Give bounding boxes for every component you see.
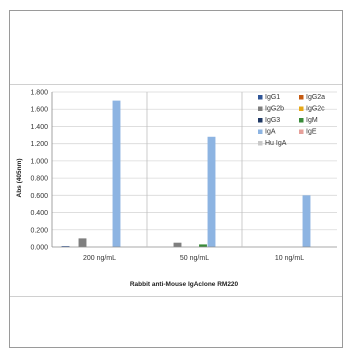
legend-swatch <box>258 141 263 146</box>
legend-label: IgG2b <box>265 106 284 113</box>
legend-label: IgA <box>265 129 276 136</box>
y-tick-label: 1.000 <box>30 158 48 165</box>
chart-frame <box>9 10 343 348</box>
y-tick-label: 1.200 <box>30 141 48 148</box>
legend-swatch <box>299 95 304 100</box>
y-tick-label: 1.600 <box>30 107 48 114</box>
legend-swatch <box>258 118 263 123</box>
legend-swatch <box>299 129 304 134</box>
bar-iga <box>302 195 311 247</box>
bar-iga <box>112 100 121 247</box>
bottom-divider <box>10 296 342 297</box>
legend-swatch <box>299 106 304 111</box>
y-tick-label: 0.000 <box>30 245 48 252</box>
bar-igm <box>199 244 207 247</box>
legend-swatch <box>258 106 263 111</box>
x-tick-label: 200 ng/mL <box>83 255 116 262</box>
y-tick-label: 1.800 <box>30 90 48 97</box>
x-tick-label: 10 ng/mL <box>275 255 304 262</box>
legend-label: IgG3 <box>265 117 280 124</box>
y-tick-label: 0.400 <box>30 210 48 217</box>
legend-label: IgM <box>306 117 318 124</box>
legend: IgG1 IgG2a IgG2b IgG2c IgG3 IgM IgA IgE Hu IgA <box>258 94 325 147</box>
bar-iga <box>207 136 216 247</box>
legend-label: IgG2c <box>306 106 325 113</box>
y-tick-label: 0.800 <box>30 176 48 183</box>
bar-igg2b <box>78 238 87 247</box>
grid-lines <box>52 91 337 231</box>
y-tick-label: 0.200 <box>30 227 48 234</box>
legend-label: IgG2a <box>306 94 325 101</box>
legend-label: Hu IgA <box>265 140 287 147</box>
legend-swatch <box>299 118 304 123</box>
x-axis-title: Rabbit anti-Mouse IgAclone RM220 <box>130 281 239 288</box>
top-divider <box>10 84 342 85</box>
y-axis-title: Abs (405nm) <box>16 158 23 197</box>
x-tick-label: 50 ng/mL <box>180 255 209 262</box>
bar-group <box>61 100 311 247</box>
legend-label: IgG1 <box>265 94 280 101</box>
bar-igg2b <box>173 242 182 247</box>
bar-igg1 <box>61 246 70 247</box>
legend-label: IgE <box>306 129 317 136</box>
y-tick-label: 0.600 <box>30 193 48 200</box>
legend-swatch <box>258 95 263 100</box>
legend-swatch <box>258 129 263 134</box>
y-tick-label: 1.400 <box>30 124 48 131</box>
axes: 0.000 0.200 0.400 0.600 0.800 1.000 1.200 1.400… <box>30 90 337 262</box>
